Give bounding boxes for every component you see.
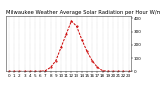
Text: Milwaukee Weather Average Solar Radiation per Hour W/m2 (Last 24 Hours): Milwaukee Weather Average Solar Radiatio… xyxy=(6,10,160,15)
